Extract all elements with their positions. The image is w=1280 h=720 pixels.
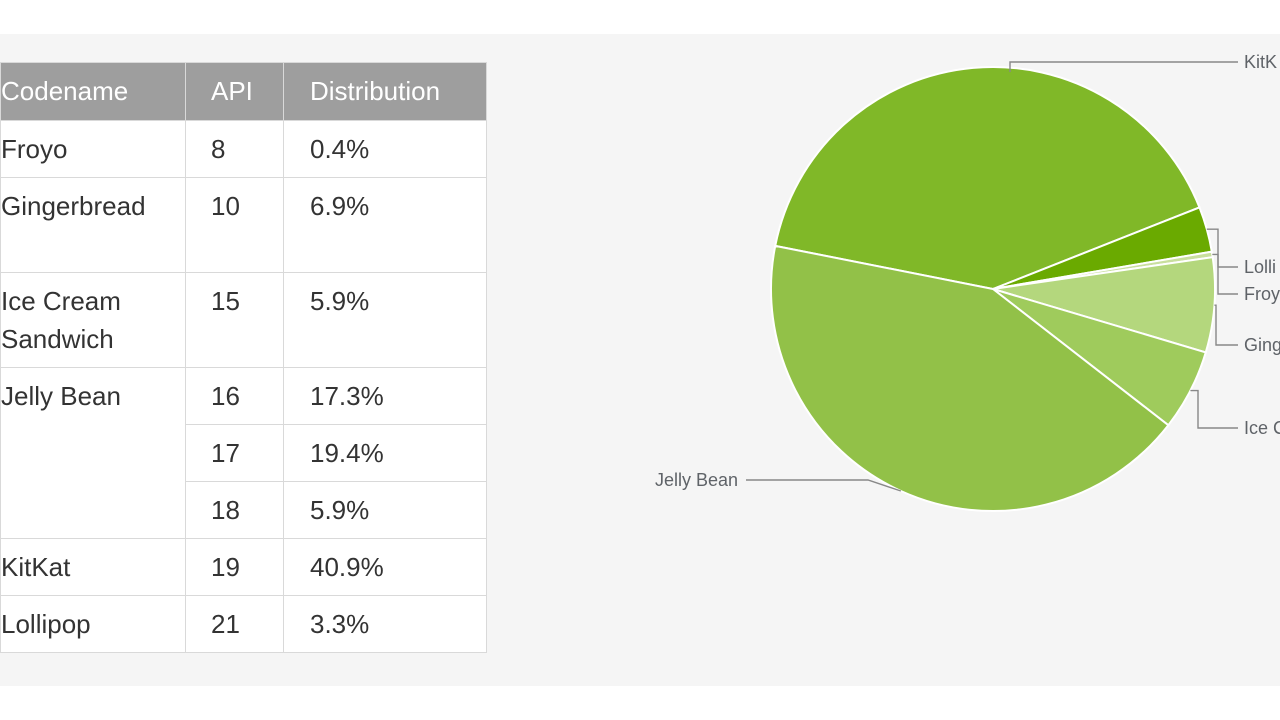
pie-slice-kitkat	[774, 66, 1201, 291]
cell-api: 10	[185, 177, 284, 273]
table-header-row: Codename API Distribution	[0, 62, 487, 121]
pie-label-jelly-bean: Jelly Bean	[655, 470, 738, 490]
cell-distribution: 40.9%	[283, 538, 487, 596]
cell-distribution: 5.9%	[283, 272, 487, 368]
header-codename: Codename	[0, 62, 186, 121]
cell-codename: Ice Cream Sandwich	[0, 272, 186, 368]
cell-api: 17	[185, 424, 284, 482]
header-distribution: Distribution	[283, 62, 487, 121]
cell-distribution: 19.4%	[283, 424, 487, 482]
table-row: Ice Cream Sandwich 15 5.9%	[0, 272, 487, 368]
cell-api: 19	[185, 538, 284, 596]
leader-line-froyo	[1212, 253, 1238, 295]
table-row: 17 19.4%	[1, 424, 487, 482]
pie-label-gingerbread: Ging	[1244, 335, 1280, 355]
cell-distribution: 0.4%	[283, 120, 487, 178]
cell-codename: Gingerbread	[0, 177, 186, 273]
cell-distribution: 6.9%	[283, 177, 487, 273]
cell-codename: Lollipop	[0, 595, 186, 653]
leader-line-ice-cream-sandwich	[1190, 389, 1238, 429]
leader-line-gingerbread	[1214, 304, 1238, 346]
cell-distribution: 17.3%	[283, 367, 487, 425]
table-row: Gingerbread 10 6.9%	[0, 177, 487, 273]
distribution-pie-chart: KitK Lolli Froy Ging Ice C Jelly Bean	[655, 52, 1280, 512]
cell-api: 18	[185, 481, 284, 539]
cell-distribution: 3.3%	[283, 595, 487, 653]
leader-line-kitkat	[1009, 61, 1238, 72]
table-row: Lollipop 21 3.3%	[0, 595, 487, 653]
leader-line-lollipop	[1206, 228, 1238, 268]
pie-label-froyo: Froy	[1244, 284, 1280, 304]
pie-label-lollipop: Lolli	[1244, 257, 1276, 277]
cell-api: 8	[185, 120, 284, 178]
table-row: KitKat 19 40.9%	[0, 538, 487, 596]
cell-codename: Froyo	[0, 120, 186, 178]
pie-label-ice-cream-sandwich: Ice C	[1244, 418, 1280, 438]
cell-api: 21	[185, 595, 284, 653]
cell-codename: Jelly Bean	[0, 367, 186, 539]
cell-distribution: 5.9%	[283, 481, 487, 539]
table-row: Jelly Bean 16 17.3%	[0, 367, 487, 539]
header-api: API	[185, 62, 284, 121]
distribution-table: Codename API Distribution Froyo 8 0.4% G…	[0, 62, 487, 653]
cell-api: 15	[185, 272, 284, 368]
pie-label-kitkat: KitK	[1244, 52, 1277, 72]
cell-api: 16	[185, 367, 284, 425]
table-row: Froyo 8 0.4%	[0, 120, 487, 178]
leader-line-jelly-bean	[746, 479, 902, 492]
cell-codename: KitKat	[0, 538, 186, 596]
